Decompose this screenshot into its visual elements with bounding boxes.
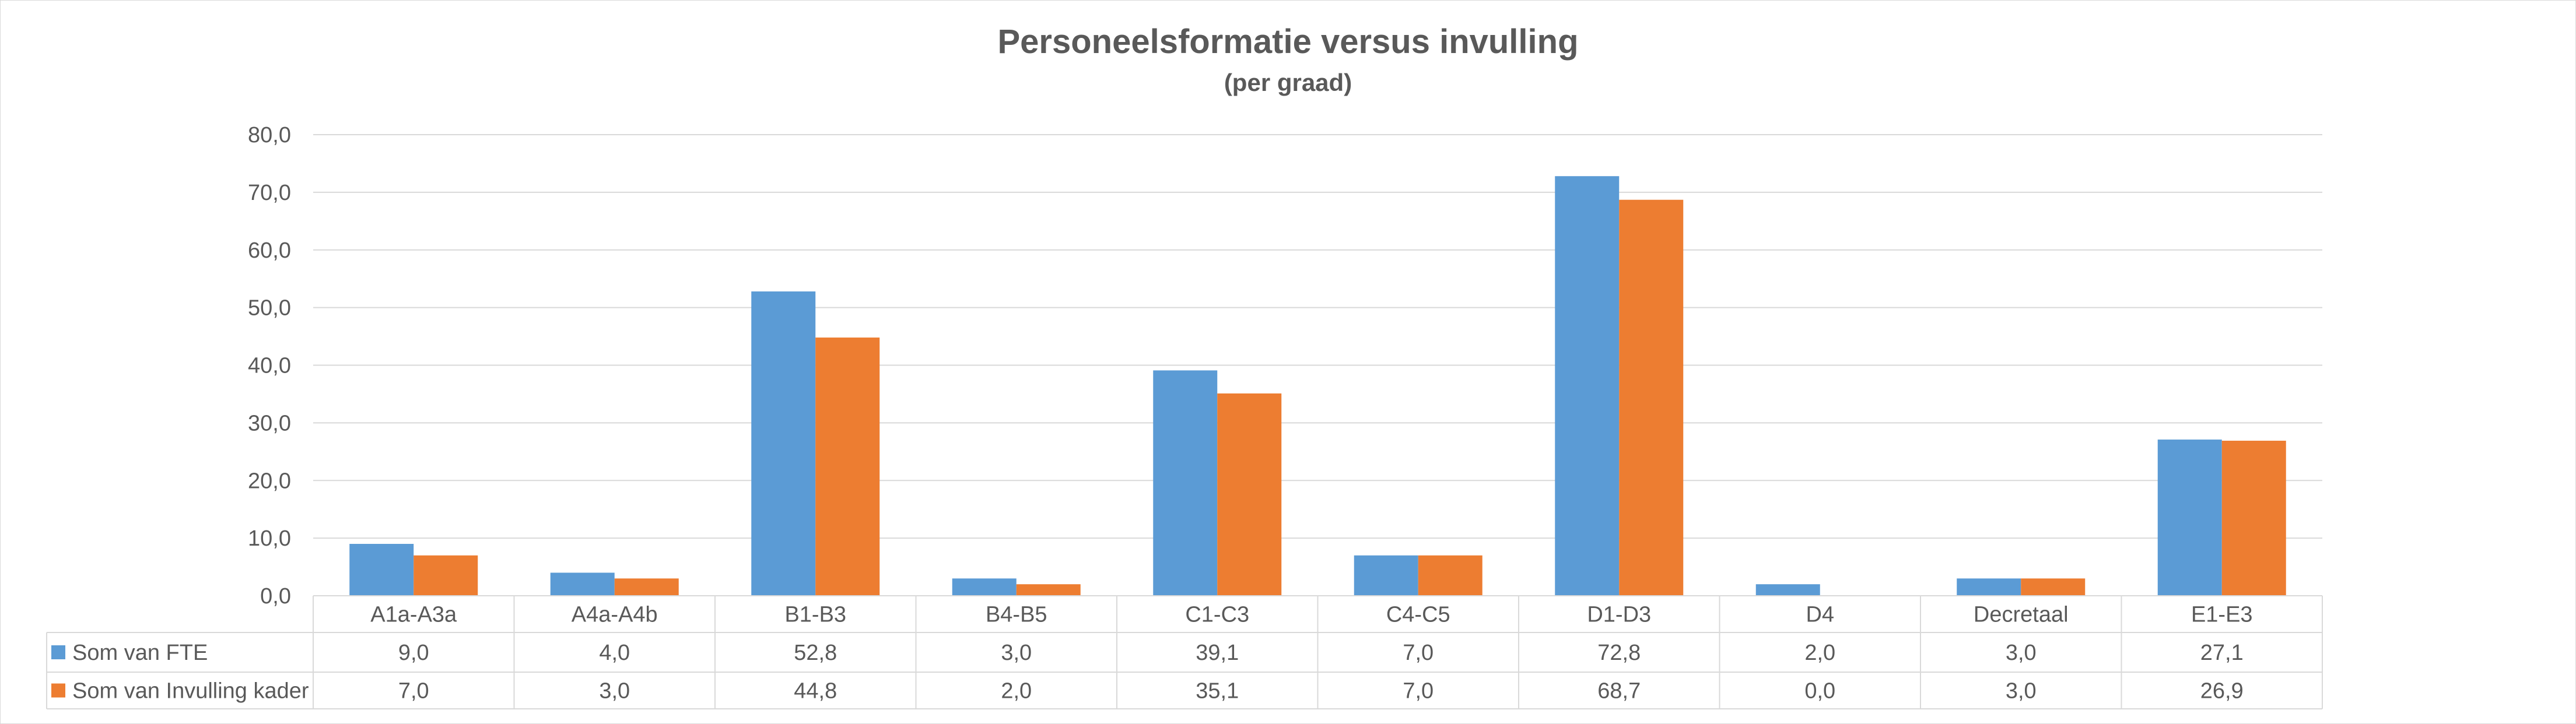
y-tick-label: 80,0 bbox=[248, 123, 291, 147]
data-value-label: 7,0 bbox=[1403, 641, 1434, 665]
bar bbox=[1016, 584, 1081, 596]
bar bbox=[1354, 555, 1418, 596]
bar bbox=[2021, 578, 2086, 596]
x-tick-label: C4-C5 bbox=[1386, 603, 1450, 627]
y-tick-label: 50,0 bbox=[248, 296, 291, 321]
y-tick-label: 40,0 bbox=[248, 354, 291, 378]
bar bbox=[413, 555, 478, 596]
data-value-label: 7,0 bbox=[398, 679, 429, 704]
data-value-label: 72,8 bbox=[1597, 641, 1641, 665]
x-tick-label: Decretaal bbox=[1974, 603, 2069, 627]
legend-label: Som van FTE bbox=[72, 641, 208, 665]
bar bbox=[349, 544, 414, 596]
data-value-label: 2,0 bbox=[1001, 679, 1032, 704]
data-value-label: 39,1 bbox=[1196, 641, 1239, 665]
bar bbox=[1217, 393, 1282, 596]
bar bbox=[751, 291, 816, 596]
y-tick-label: 20,0 bbox=[248, 469, 291, 493]
data-value-label: 3,0 bbox=[2006, 679, 2037, 704]
x-tick-label: B1-B3 bbox=[784, 603, 846, 627]
x-tick-label: A1a-A3a bbox=[370, 603, 457, 627]
bar bbox=[2157, 440, 2222, 596]
bar bbox=[815, 338, 880, 596]
bar bbox=[1957, 578, 2021, 596]
bar bbox=[1418, 555, 1482, 596]
data-value-label: 0,0 bbox=[1804, 679, 1835, 704]
x-tick-label: C1-C3 bbox=[1185, 603, 1249, 627]
x-tick-label: D4 bbox=[1806, 603, 1834, 627]
bar bbox=[614, 578, 679, 596]
legend-key bbox=[51, 683, 65, 698]
data-value-label: 3,0 bbox=[599, 679, 630, 704]
bar bbox=[1555, 176, 1620, 596]
data-value-label: 26,9 bbox=[2200, 679, 2244, 704]
data-value-label: 3,0 bbox=[1001, 641, 1032, 665]
x-tick-label: E1-E3 bbox=[2191, 603, 2253, 627]
legend-label: Som van Invulling kader bbox=[72, 679, 309, 704]
y-tick-label: 30,0 bbox=[248, 411, 291, 435]
chart-subtitle: (per graad) bbox=[1224, 69, 1352, 96]
bar bbox=[550, 572, 615, 596]
chart-title: Personeelsformatie versus invulling bbox=[997, 23, 1579, 61]
data-value-label: 68,7 bbox=[1597, 679, 1641, 704]
x-tick-label: B4-B5 bbox=[986, 603, 1047, 627]
legend-key bbox=[51, 645, 65, 659]
data-value-label: 44,8 bbox=[794, 679, 837, 704]
data-value-label: 2,0 bbox=[1804, 641, 1835, 665]
y-tick-label: 60,0 bbox=[248, 238, 291, 263]
y-tick-label: 70,0 bbox=[248, 181, 291, 205]
bar bbox=[2221, 441, 2286, 596]
data-value-label: 3,0 bbox=[2006, 641, 2037, 665]
data-value-label: 52,8 bbox=[794, 641, 837, 665]
data-value-label: 35,1 bbox=[1196, 679, 1239, 704]
x-tick-label: A4a-A4b bbox=[572, 603, 658, 627]
data-value-label: 4,0 bbox=[599, 641, 630, 665]
x-tick-label: D1-D3 bbox=[1587, 603, 1651, 627]
data-value-label: 27,1 bbox=[2200, 641, 2244, 665]
y-tick-label: 10,0 bbox=[248, 526, 291, 551]
data-value-label: 9,0 bbox=[398, 641, 429, 665]
data-value-label: 7,0 bbox=[1403, 679, 1434, 704]
y-tick-label: 0,0 bbox=[260, 584, 291, 609]
bar bbox=[1619, 199, 1684, 596]
bar bbox=[1153, 370, 1218, 596]
bar bbox=[952, 578, 1017, 596]
bar bbox=[1755, 584, 1820, 596]
